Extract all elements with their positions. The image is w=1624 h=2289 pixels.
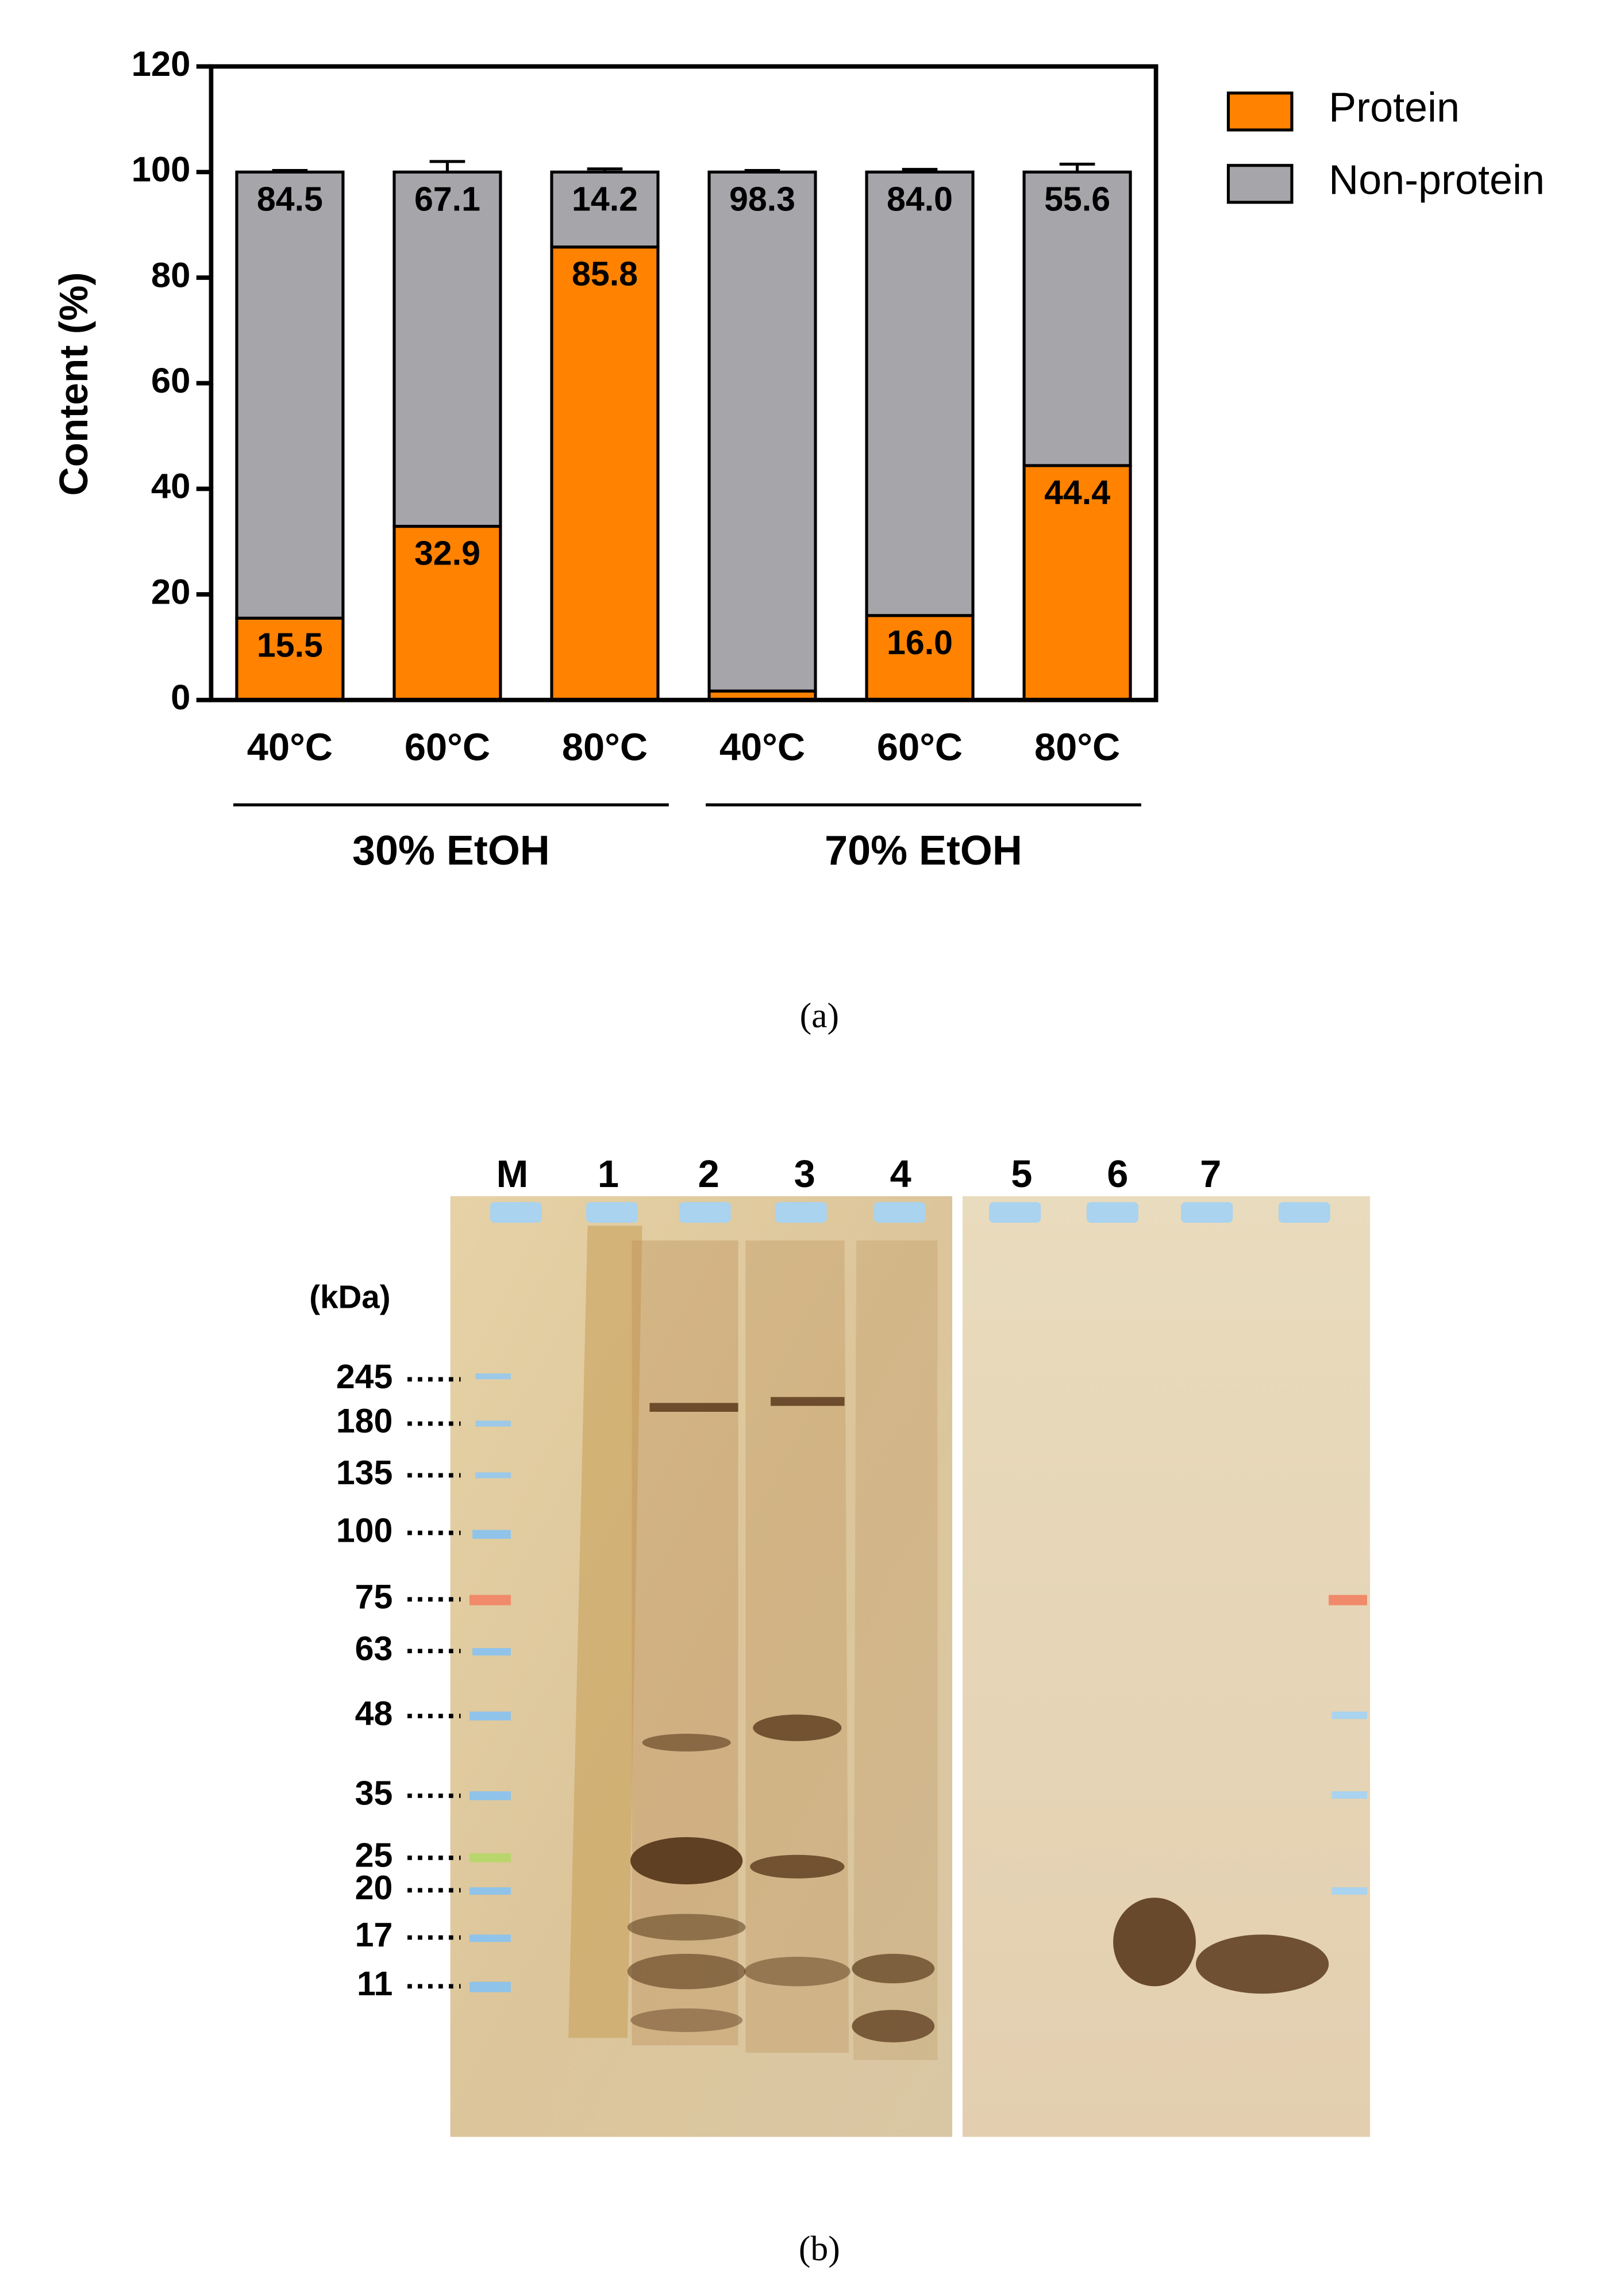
y-tick-label: 0 <box>171 678 190 717</box>
y-tick-label: 40 <box>151 467 191 506</box>
bar-segment <box>707 170 817 693</box>
lane-label: M <box>497 1153 529 1196</box>
lane-label: 1 <box>598 1153 619 1196</box>
x-tick-label: 60°C <box>405 727 490 769</box>
bar-segment <box>550 170 660 249</box>
caption: (a) <box>800 996 839 1035</box>
y-tick-label: 120 <box>132 44 191 84</box>
data-label: 14.2 <box>572 180 638 218</box>
data-label: 55.6 <box>1044 180 1110 218</box>
bar-segment <box>865 614 975 702</box>
data-label: 85.8 <box>572 255 638 293</box>
ladder <box>469 1373 1367 1992</box>
x-tick-label: 80°C <box>562 727 648 769</box>
x-tick-label: 80°C <box>1034 727 1120 769</box>
marker-label: 48 <box>355 1695 393 1733</box>
marker-label: 245 <box>336 1358 393 1396</box>
lane-label: 3 <box>794 1153 815 1196</box>
bar-segment <box>392 170 502 528</box>
legend-label: Protein <box>1329 85 1460 131</box>
error-bar <box>1059 162 1095 172</box>
data-label: 44.4 <box>1044 474 1110 512</box>
bands <box>627 1397 1329 2042</box>
caption: (b) <box>799 2229 840 2268</box>
lane-label: 5 <box>1011 1153 1032 1196</box>
bar-chart: Content (%) (a) 0 20 40 60 80 100 120 15.5 84.5 4… <box>51 44 1545 1035</box>
lane-label: 2 <box>698 1153 719 1196</box>
bar-segment <box>550 245 660 702</box>
error-bar <box>744 168 780 172</box>
error-bar <box>587 167 623 172</box>
y-tick-label: 80 <box>151 255 191 295</box>
y-tick-label: 20 <box>151 572 191 612</box>
data-label: 84.5 <box>257 180 323 218</box>
group-label: 70% EtOH <box>825 828 1022 874</box>
data-label: 32.9 <box>414 535 480 573</box>
marker-label: 135 <box>336 1454 393 1492</box>
legend-label: Non-protein <box>1329 158 1545 203</box>
data-label: 98.3 <box>729 180 795 218</box>
gel-panel <box>963 1196 1371 2137</box>
marker-label: 11 <box>357 1965 392 2003</box>
marker-label: 17 <box>355 1916 393 1954</box>
x-tick-label: 40°C <box>247 727 333 769</box>
unit-label: (kDa) <box>309 1279 390 1315</box>
lane-label: 7 <box>1200 1153 1221 1196</box>
data-label: 67.1 <box>414 180 480 218</box>
wells <box>490 1202 1330 1223</box>
x-tick-label: 40°C <box>719 727 805 769</box>
lane-label: 4 <box>890 1153 911 1196</box>
y-tick-label: 60 <box>151 361 191 401</box>
bar-segment <box>235 170 345 620</box>
legend-swatch <box>1226 91 1294 132</box>
marker-label: 20 <box>355 1869 393 1907</box>
legend-swatch <box>1226 164 1294 204</box>
marker-label: 35 <box>355 1775 393 1812</box>
plot-frame <box>209 64 1159 702</box>
data-label: 15.5 <box>257 626 323 664</box>
group-label: 30% EtOH <box>352 828 550 874</box>
gel-image: (b) (kDa) M 1 2 3 4 5 6 7 245 180 135 100 75 63 48 35 25… <box>309 1153 1371 2268</box>
y-axis-title: Content (%) <box>51 272 96 496</box>
x-tick-label: 60°C <box>877 727 963 769</box>
marker-label: 180 <box>336 1402 393 1440</box>
error-bar <box>902 168 938 172</box>
marker-label: 25 <box>355 1836 393 1874</box>
marker-label: 75 <box>355 1578 393 1616</box>
data-label: 16.0 <box>887 624 953 662</box>
data-label: 84.0 <box>887 180 953 218</box>
error-bar <box>272 168 308 172</box>
y-tick-label: 100 <box>132 150 191 190</box>
bar-segment <box>1022 170 1132 467</box>
marker-label: 100 <box>336 1511 393 1549</box>
lane-label: 6 <box>1107 1153 1128 1196</box>
marker-label: 63 <box>355 1630 393 1668</box>
error-bar <box>429 160 465 172</box>
bar-segment <box>865 170 975 617</box>
